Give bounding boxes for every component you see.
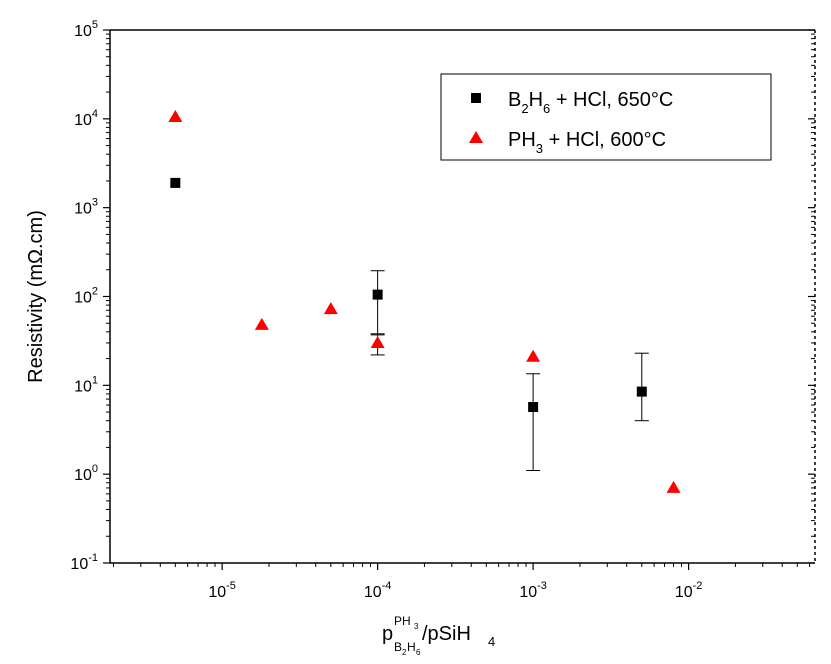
x-tick-label: 10-3 [519,580,547,601]
error-bar-layer [370,270,649,471]
x-axis-label-sup-sub: 3 [414,622,419,631]
square-data-point [636,386,647,397]
y-tick-label: 104 [74,108,98,129]
x-axis-label-tail: /pSiH [422,623,471,645]
square-data-point [372,289,383,300]
x-tick-label: 10-2 [675,580,703,601]
x-tick-label: 10-4 [364,580,392,601]
x-axis-label-sub-b: H [407,640,416,654]
x-axis-label-sup: PH [394,614,411,628]
triangle-data-point [323,302,338,315]
y-tick-label: 10-1 [70,552,98,573]
x-axis-label-sub-a: B [394,640,402,654]
data-marker-layer [168,109,681,493]
y-tick-label: 103 [74,197,98,218]
y-tick-label: 100 [74,463,98,484]
square-data-point [170,177,181,188]
x-axis-label: pPH 3 B 2 H 6/pSiH 4 [382,614,495,657]
x-axis-label-sub-b-sub: 6 [416,648,421,657]
y-tick-label: 105 [74,19,98,40]
triangle-data-point [666,480,681,493]
triangle-data-point [168,109,183,122]
legend-series-label: B2H6 + HCl, 650°C [508,89,673,116]
triangle-data-point [370,335,385,348]
legend-square-icon [471,93,481,103]
legend-triangle-icon [469,131,483,143]
x-tick-label: 10-5 [208,580,236,601]
square-data-point [528,402,539,413]
x-axis-label-base: p [382,623,393,645]
triangle-data-point [254,317,269,330]
legend-box [440,73,772,161]
legend-series-label: PH3 + HCl, 600°C [508,129,666,156]
y-tick-label: 101 [74,374,98,395]
y-tick-label: 102 [74,286,98,307]
y-axis-label: Resistivity (mΩ.cm) [25,210,47,383]
axis-label-layer: 10-1 100 101 102 103 104 105 10-5 10-4 10-3 10-2 Re… [25,19,702,657]
triangle-data-point [526,349,541,362]
tick-layer [103,29,815,570]
x-axis-label-sub-a-sub: 2 [402,648,407,657]
x-axis-label-tail-sub: 4 [488,634,495,649]
legend: B2H6 + HCl, 650°C PH3 + HCl, 600°C [440,73,772,161]
